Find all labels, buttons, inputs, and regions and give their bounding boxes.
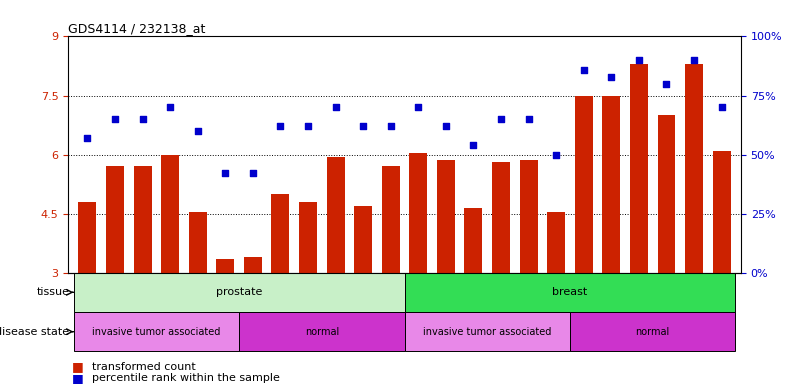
Bar <box>189 212 207 273</box>
Point <box>715 104 728 111</box>
Text: disease state: disease state <box>0 327 70 337</box>
Text: invasive tumor associated: invasive tumor associated <box>92 327 220 337</box>
Point <box>467 142 480 148</box>
Point <box>109 116 122 122</box>
Bar <box>602 96 620 273</box>
Text: transformed count: transformed count <box>92 362 196 372</box>
Point <box>302 123 315 129</box>
Point <box>494 116 507 122</box>
Text: normal: normal <box>635 327 670 337</box>
Point <box>412 104 425 111</box>
Point <box>549 152 562 158</box>
Bar <box>492 162 510 273</box>
Bar <box>405 273 735 312</box>
Text: tissue: tissue <box>37 287 70 297</box>
Bar <box>74 312 239 351</box>
Point <box>136 116 149 122</box>
Point <box>191 128 204 134</box>
Bar <box>405 312 570 351</box>
Bar <box>658 115 675 273</box>
Bar <box>272 194 289 273</box>
Point <box>605 74 618 80</box>
Point <box>163 104 176 111</box>
Point <box>660 81 673 87</box>
Bar <box>74 273 405 312</box>
Bar <box>161 155 179 273</box>
Bar <box>713 151 731 273</box>
Bar <box>354 206 372 273</box>
Point <box>440 123 453 129</box>
Text: invasive tumor associated: invasive tumor associated <box>423 327 551 337</box>
Text: normal: normal <box>304 327 339 337</box>
Point <box>687 57 700 63</box>
Text: prostate: prostate <box>215 287 262 297</box>
Bar <box>465 208 482 273</box>
Point <box>578 66 590 73</box>
Point <box>247 170 260 177</box>
Bar <box>299 202 317 273</box>
Bar <box>575 96 593 273</box>
Bar <box>570 312 735 351</box>
Bar <box>547 212 566 273</box>
Text: percentile rank within the sample: percentile rank within the sample <box>92 373 280 383</box>
Bar <box>685 64 703 273</box>
Bar <box>382 166 400 273</box>
Point <box>81 135 94 141</box>
Text: ■: ■ <box>72 372 84 384</box>
Point <box>633 57 646 63</box>
Point <box>356 123 369 129</box>
Bar <box>216 259 234 273</box>
Bar <box>78 202 96 273</box>
Bar <box>239 312 405 351</box>
Bar <box>437 161 455 273</box>
Bar <box>520 161 537 273</box>
Text: ■: ■ <box>72 360 84 373</box>
Text: breast: breast <box>553 287 588 297</box>
Bar <box>244 257 262 273</box>
Text: GDS4114 / 232138_at: GDS4114 / 232138_at <box>68 22 206 35</box>
Point <box>274 123 287 129</box>
Bar <box>409 152 427 273</box>
Point <box>219 170 231 177</box>
Bar <box>106 166 124 273</box>
Bar <box>630 64 648 273</box>
Point <box>384 123 397 129</box>
Bar <box>327 157 344 273</box>
Point <box>522 116 535 122</box>
Bar <box>134 166 151 273</box>
Point <box>329 104 342 111</box>
